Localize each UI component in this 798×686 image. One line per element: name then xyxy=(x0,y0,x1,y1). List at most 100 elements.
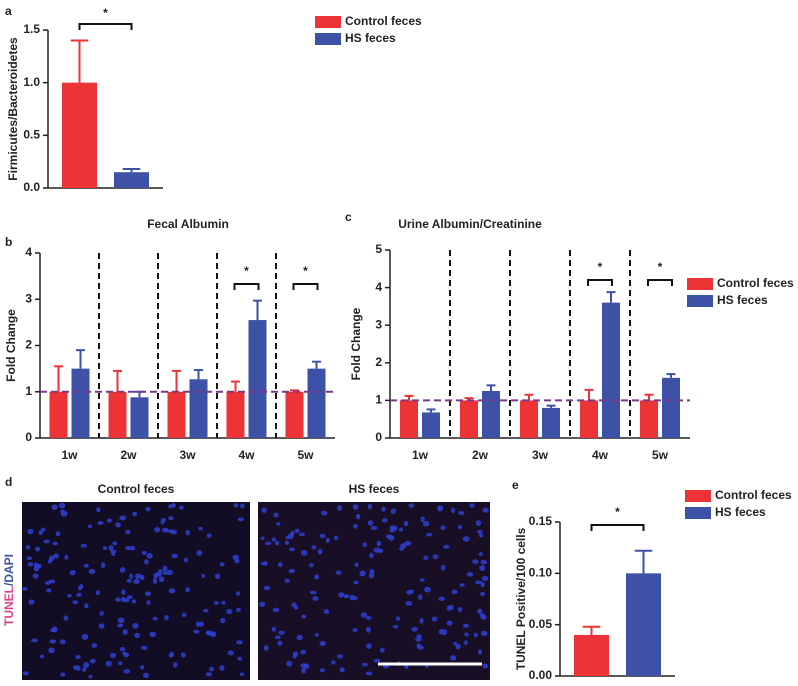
nucleus xyxy=(168,588,176,594)
nucleus xyxy=(437,505,444,511)
nucleus xyxy=(205,672,213,677)
nucleus xyxy=(122,651,128,656)
nucleus xyxy=(219,665,225,671)
nucleus xyxy=(367,520,374,526)
nucleus xyxy=(432,554,439,560)
nucleus xyxy=(108,545,114,551)
nucleus xyxy=(237,517,245,522)
y-tick-label: 0.0 xyxy=(23,180,40,194)
nucleus xyxy=(289,547,296,552)
y-tick-label: 3 xyxy=(25,291,32,305)
nucleus xyxy=(123,669,131,674)
nucleus xyxy=(185,587,190,593)
y-tick-label: 0.15 xyxy=(529,514,553,528)
nucleus xyxy=(83,563,89,568)
nucleus xyxy=(312,596,319,601)
nucleus xyxy=(43,539,50,544)
error-bar xyxy=(606,291,616,303)
nucleus xyxy=(411,627,419,632)
error-bar xyxy=(546,404,556,408)
nucleus xyxy=(440,525,446,531)
nucleus xyxy=(478,552,483,557)
y-tick-label: 1.0 xyxy=(23,75,40,89)
nucleus xyxy=(64,554,69,560)
nucleus xyxy=(206,533,212,538)
nucleus xyxy=(52,541,58,546)
nucleus xyxy=(102,546,108,551)
nucleus xyxy=(88,568,96,575)
nucleus xyxy=(31,638,39,643)
bar xyxy=(108,391,127,438)
nucleus xyxy=(388,535,395,541)
nucleus xyxy=(203,608,209,613)
nucleus xyxy=(370,525,378,531)
nucleus xyxy=(426,532,433,537)
nucleus xyxy=(480,592,486,597)
nucleus xyxy=(395,616,401,621)
nucleus xyxy=(369,552,374,559)
nucleus xyxy=(118,661,123,666)
nucleus xyxy=(134,573,142,579)
error-bar xyxy=(122,168,141,173)
bar xyxy=(542,407,560,438)
nucleus xyxy=(479,613,485,618)
nucleus xyxy=(450,507,456,514)
nucleus xyxy=(115,522,121,528)
nucleus xyxy=(419,618,424,624)
nucleus xyxy=(59,639,66,645)
bar xyxy=(640,400,658,438)
significance-star: * xyxy=(303,264,308,278)
stain-tunel: TUNEL xyxy=(2,586,16,626)
nucleus xyxy=(226,608,233,615)
y-tick-label: 0.05 xyxy=(529,617,553,631)
x-tick-label: 4w xyxy=(592,448,609,462)
bar xyxy=(285,391,304,438)
nucleus xyxy=(125,529,131,535)
nucleus xyxy=(365,615,372,620)
nucleus xyxy=(480,630,488,636)
nucleus xyxy=(132,511,138,517)
nucleus xyxy=(469,503,475,508)
nucleus xyxy=(179,505,184,510)
legend-swatch xyxy=(685,490,711,502)
nucleus xyxy=(474,580,482,585)
nucleus xyxy=(88,674,93,679)
nucleus xyxy=(51,626,58,633)
nucleus xyxy=(263,585,271,590)
nucleus xyxy=(172,662,178,668)
nucleus xyxy=(143,672,149,679)
bar xyxy=(626,573,661,676)
nucleus xyxy=(448,604,454,611)
bar xyxy=(574,634,609,676)
nucleus xyxy=(261,507,267,513)
nucleus xyxy=(263,561,268,566)
nucleus xyxy=(38,530,43,536)
nucleus xyxy=(300,549,308,556)
nucleus xyxy=(317,548,323,555)
nucleus xyxy=(274,540,280,546)
nucleus xyxy=(162,527,169,533)
error-bar xyxy=(584,388,594,401)
stain-dapi: /DAPI xyxy=(2,554,16,586)
nucleus xyxy=(462,623,470,628)
nucleus xyxy=(146,553,153,559)
nucleus xyxy=(119,566,126,573)
nucleus xyxy=(201,573,206,578)
y-tick-label: 1 xyxy=(25,384,32,398)
nucleus xyxy=(121,589,126,595)
nucleus xyxy=(455,643,461,650)
nucleus xyxy=(198,526,203,531)
nucleus xyxy=(301,667,306,674)
nucleus xyxy=(275,521,281,526)
y-tick-label: 0 xyxy=(375,430,382,444)
nucleus xyxy=(420,516,425,523)
error-bar xyxy=(54,365,63,392)
y-axis-label: Firmicutes/Bacteroidetes xyxy=(6,37,20,181)
nucleus xyxy=(214,573,221,579)
nucleus xyxy=(66,593,72,598)
nucleus xyxy=(58,502,66,509)
nucleus xyxy=(141,550,147,556)
nucleus xyxy=(458,511,465,516)
legend-label: Control feces xyxy=(345,14,422,28)
nucleus xyxy=(129,573,134,580)
